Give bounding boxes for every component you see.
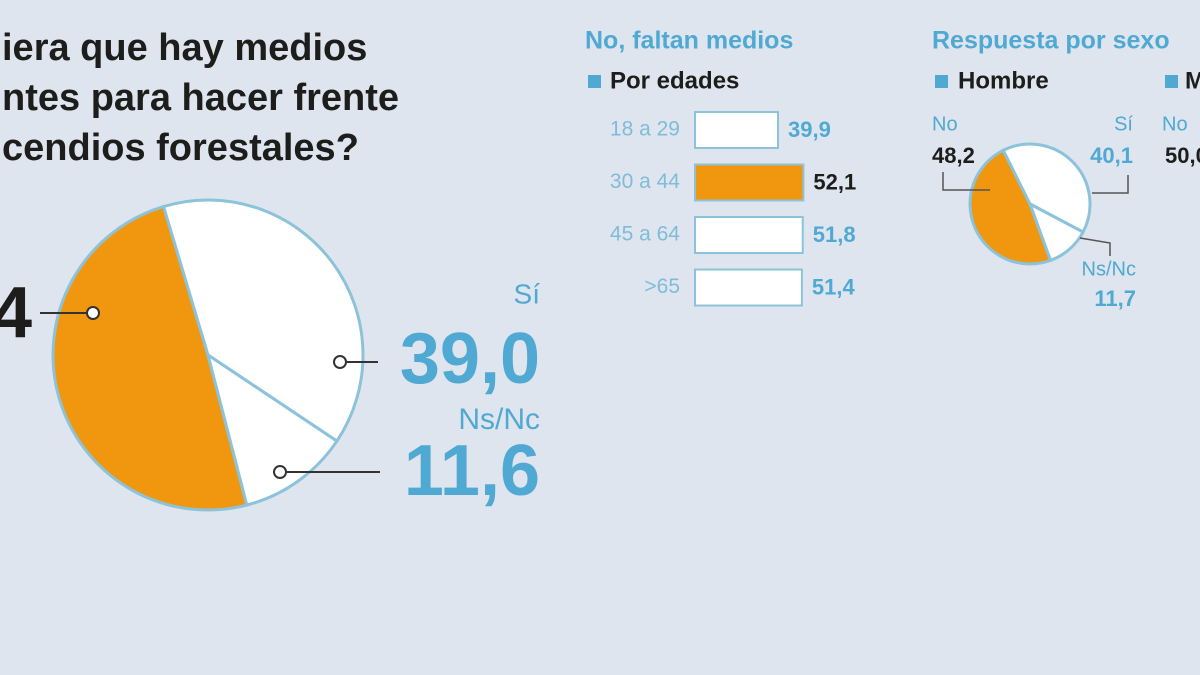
value-label: 11,7 (1094, 286, 1136, 311)
legend-swatch (588, 75, 601, 88)
leader (1092, 175, 1129, 194)
leader-dot (273, 465, 287, 479)
value-label: 11,6 (404, 431, 540, 511)
bar (694, 216, 804, 254)
leader (1079, 237, 1111, 256)
title-line: ntes para hacer frente (2, 77, 399, 119)
leader-dot (86, 306, 100, 320)
value-label: 49,4 (0, 273, 32, 353)
value-label: 39,0 (400, 319, 540, 399)
pie-slice (968, 148, 1053, 266)
value-label: 52,1 (813, 169, 856, 194)
pie-slice (51, 204, 249, 512)
category-label: 18 a 29 (610, 118, 680, 141)
category-label: No (932, 113, 958, 135)
chart-title: Respuesta por sexo (932, 27, 1170, 55)
pie-slice (205, 351, 339, 507)
value-label: 40,1 (1090, 143, 1133, 168)
category-label: Ns/Nc (1082, 258, 1136, 280)
bar (694, 163, 805, 202)
title-line: iera que hay medios (2, 27, 367, 69)
bar (694, 268, 803, 307)
legend-label: Por edades (610, 67, 739, 94)
pie-slice (161, 198, 365, 444)
legend-swatch (935, 75, 948, 88)
chart-title: No, faltan medios (585, 27, 793, 55)
value-label: 50,0 (1165, 143, 1200, 168)
category-label: >65 (644, 275, 680, 298)
value-label: 39,9 (788, 117, 831, 142)
category-label: Sí (1114, 113, 1133, 135)
category-label: 45 a 64 (610, 223, 680, 246)
value-label: 51,4 (812, 274, 856, 299)
title-line: cendios forestales? (2, 127, 359, 169)
pie-slice (1001, 142, 1092, 235)
category-label: Sí (514, 278, 541, 309)
legend-label: Hombre (958, 67, 1049, 94)
category-label: Ns/Nc (458, 403, 540, 436)
leader (942, 172, 990, 191)
value-label: 48,2 (932, 143, 975, 168)
bar (694, 111, 779, 149)
category-label: No (1162, 113, 1188, 135)
legend-label: Mujer (1185, 67, 1200, 94)
category-label: 30 a 44 (610, 170, 680, 193)
legend-swatch (1165, 75, 1178, 88)
pie-slice (1027, 200, 1086, 263)
leader-dot (333, 355, 347, 369)
value-label: 51,8 (813, 222, 856, 247)
